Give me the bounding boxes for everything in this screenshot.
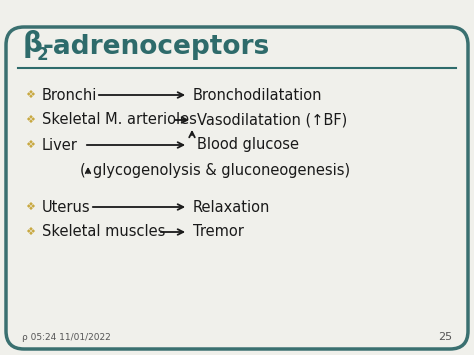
Text: Skeletal M. arterioles: Skeletal M. arterioles bbox=[42, 113, 197, 127]
Text: 2: 2 bbox=[37, 46, 49, 64]
Text: ❖: ❖ bbox=[25, 90, 35, 100]
Text: Bronchi: Bronchi bbox=[42, 87, 97, 103]
Text: Vasodilatation (↑BF): Vasodilatation (↑BF) bbox=[197, 113, 347, 127]
Text: $\mathbf{\beta}$: $\mathbf{\beta}$ bbox=[22, 28, 43, 60]
Text: ❖: ❖ bbox=[25, 140, 35, 150]
Text: (: ( bbox=[80, 163, 86, 178]
Text: Blood glucose: Blood glucose bbox=[197, 137, 299, 153]
Text: Uterus: Uterus bbox=[42, 200, 91, 214]
Text: ❖: ❖ bbox=[25, 202, 35, 212]
Text: ❖: ❖ bbox=[25, 115, 35, 125]
Text: 25: 25 bbox=[438, 332, 452, 342]
Text: ρ 05:24 11/01/2022: ρ 05:24 11/01/2022 bbox=[22, 333, 111, 342]
Text: Skeletal muscles: Skeletal muscles bbox=[42, 224, 165, 240]
Text: -adrenoceptors: -adrenoceptors bbox=[43, 34, 270, 60]
Text: ❖: ❖ bbox=[25, 227, 35, 237]
Text: glycogenolysis & gluconeogenesis): glycogenolysis & gluconeogenesis) bbox=[93, 163, 350, 178]
Text: Liver: Liver bbox=[42, 137, 78, 153]
Text: Bronchodilatation: Bronchodilatation bbox=[193, 87, 322, 103]
Text: Tremor: Tremor bbox=[193, 224, 244, 240]
Text: Relaxation: Relaxation bbox=[193, 200, 270, 214]
FancyBboxPatch shape bbox=[6, 27, 468, 349]
